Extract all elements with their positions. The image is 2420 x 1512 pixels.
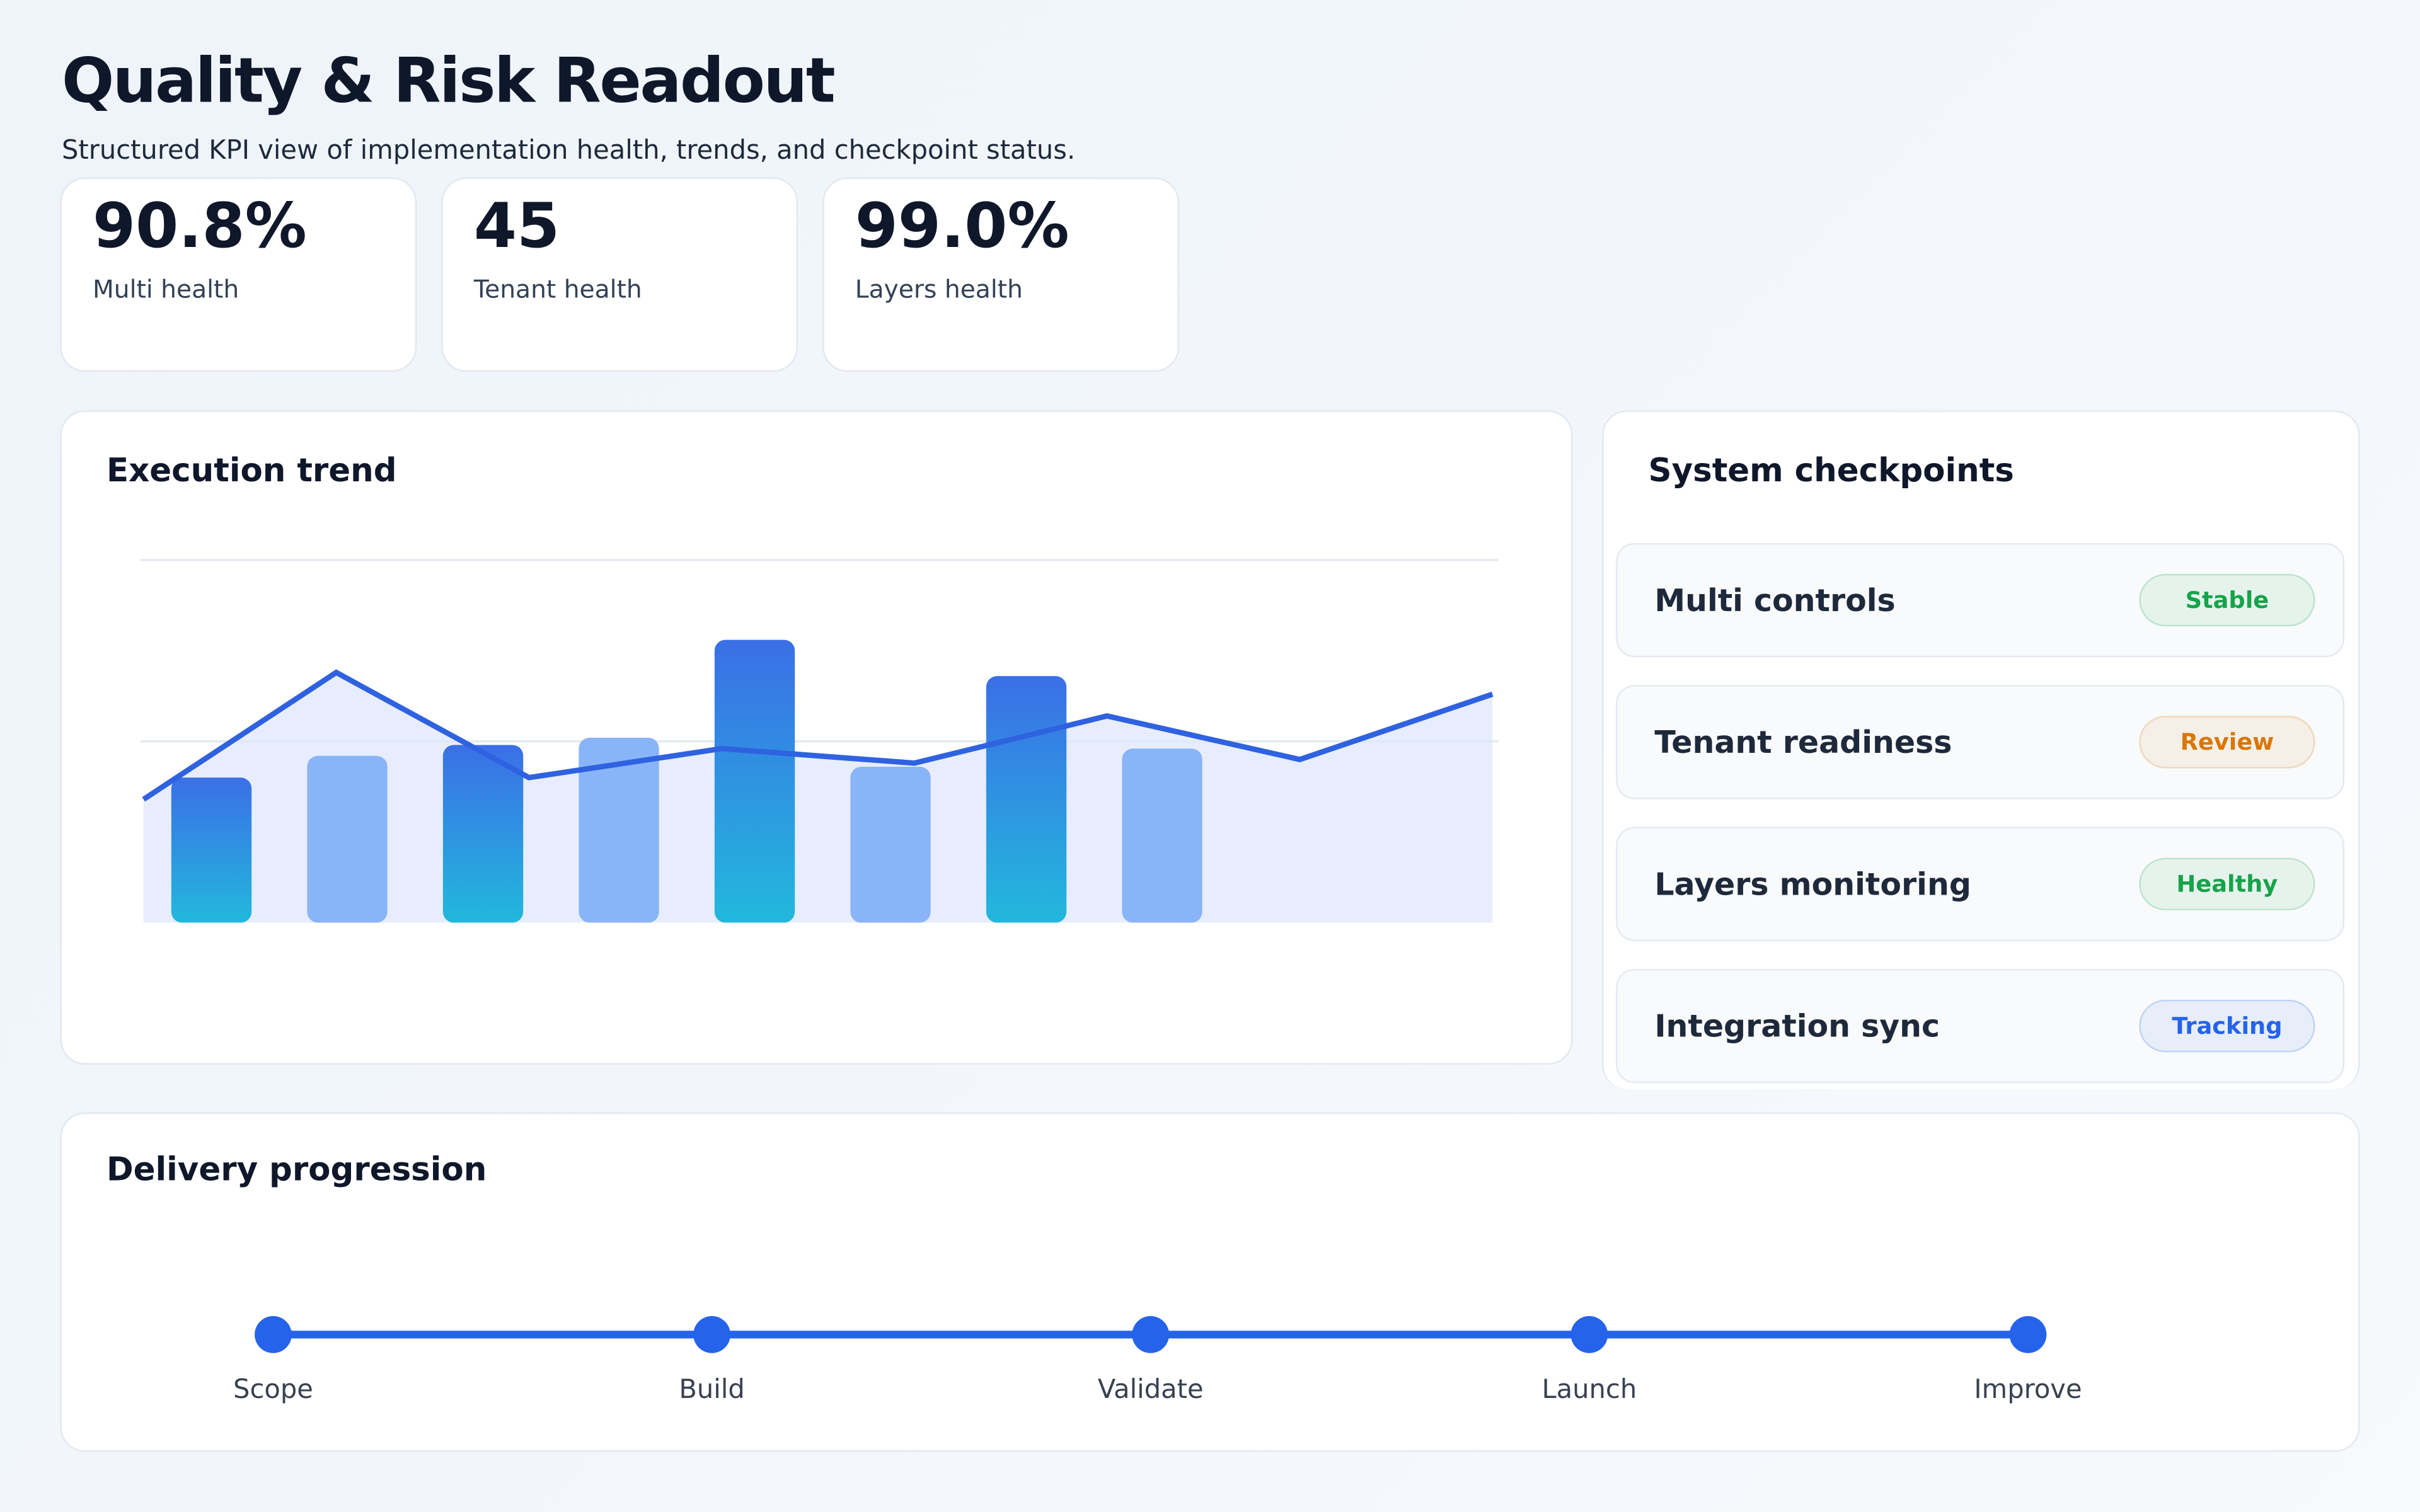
step-label: Build: [679, 1373, 745, 1404]
step-dot: [2009, 1315, 2047, 1353]
checkpoint-row: Layers monitoring Healthy: [1616, 827, 2345, 941]
kpi-value: 90.8%: [92, 191, 307, 263]
kpi-label: Multi health: [92, 274, 239, 304]
bar: [307, 755, 388, 923]
bar: [1122, 748, 1202, 923]
checkpoint-row: Integration sync Tracking: [1616, 968, 2345, 1084]
chart: [140, 559, 1499, 923]
bar: [579, 737, 659, 923]
step-label: Improve: [1974, 1373, 2082, 1404]
subtitle: Structured KPI view of implementation he…: [61, 135, 1076, 167]
checkpoint-name: Integration sync: [1654, 1007, 1940, 1045]
timeline: Scope Build Validate Launch Improve: [233, 1315, 2082, 1404]
checkpoint-row: Tenant readiness Review: [1616, 685, 2345, 799]
checkpoint-name: Multi controls: [1654, 581, 1896, 619]
card-title: System checkpoints: [1648, 452, 2014, 490]
kpi-card: 90.8% Multi health: [60, 177, 417, 372]
trend-line: [142, 669, 1494, 802]
step-label: Scope: [233, 1373, 313, 1404]
trend-card: Execution trend: [60, 410, 1573, 1065]
bar: [714, 639, 795, 923]
status-badge: Healthy: [2139, 857, 2315, 910]
bar: [442, 745, 524, 923]
bar: [986, 676, 1067, 923]
status-badge: Tracking: [2139, 999, 2315, 1053]
step-dot: [693, 1315, 730, 1353]
kpi-label: Layers health: [855, 274, 1023, 304]
status-badge: Review: [2139, 716, 2315, 769]
progression-card: Delivery progression Scope Build Validate L…: [60, 1112, 2360, 1452]
card-title: Delivery progression: [106, 1150, 487, 1188]
checkpoint-row: Multi controls Stable: [1616, 543, 2345, 658]
status-badge: Stable: [2139, 574, 2315, 627]
step-dot: [255, 1315, 292, 1353]
kpi-card: 45 Tenant health: [441, 177, 798, 372]
checkpoint-name: Layers monitoring: [1654, 865, 1971, 903]
kpi-value: 99.0%: [855, 191, 1069, 263]
card-title: Execution trend: [106, 452, 397, 490]
kpi-card: 99.0% Layers health: [822, 177, 1180, 372]
bar: [850, 767, 931, 923]
kpi-value: 45: [473, 191, 560, 263]
checkpoint-name: Tenant readiness: [1654, 723, 1952, 761]
bar: [171, 777, 252, 923]
title: Quality & Risk Readout: [61, 46, 836, 118]
step-dot: [1570, 1315, 1608, 1353]
step-label: Launch: [1541, 1373, 1637, 1404]
kpi-label: Tenant health: [473, 274, 642, 304]
step-label: Validate: [1098, 1373, 1204, 1404]
step-dot: [1132, 1315, 1170, 1353]
checkpoint-card: System checkpoints Multi controls Stable T…: [1602, 410, 2360, 1089]
